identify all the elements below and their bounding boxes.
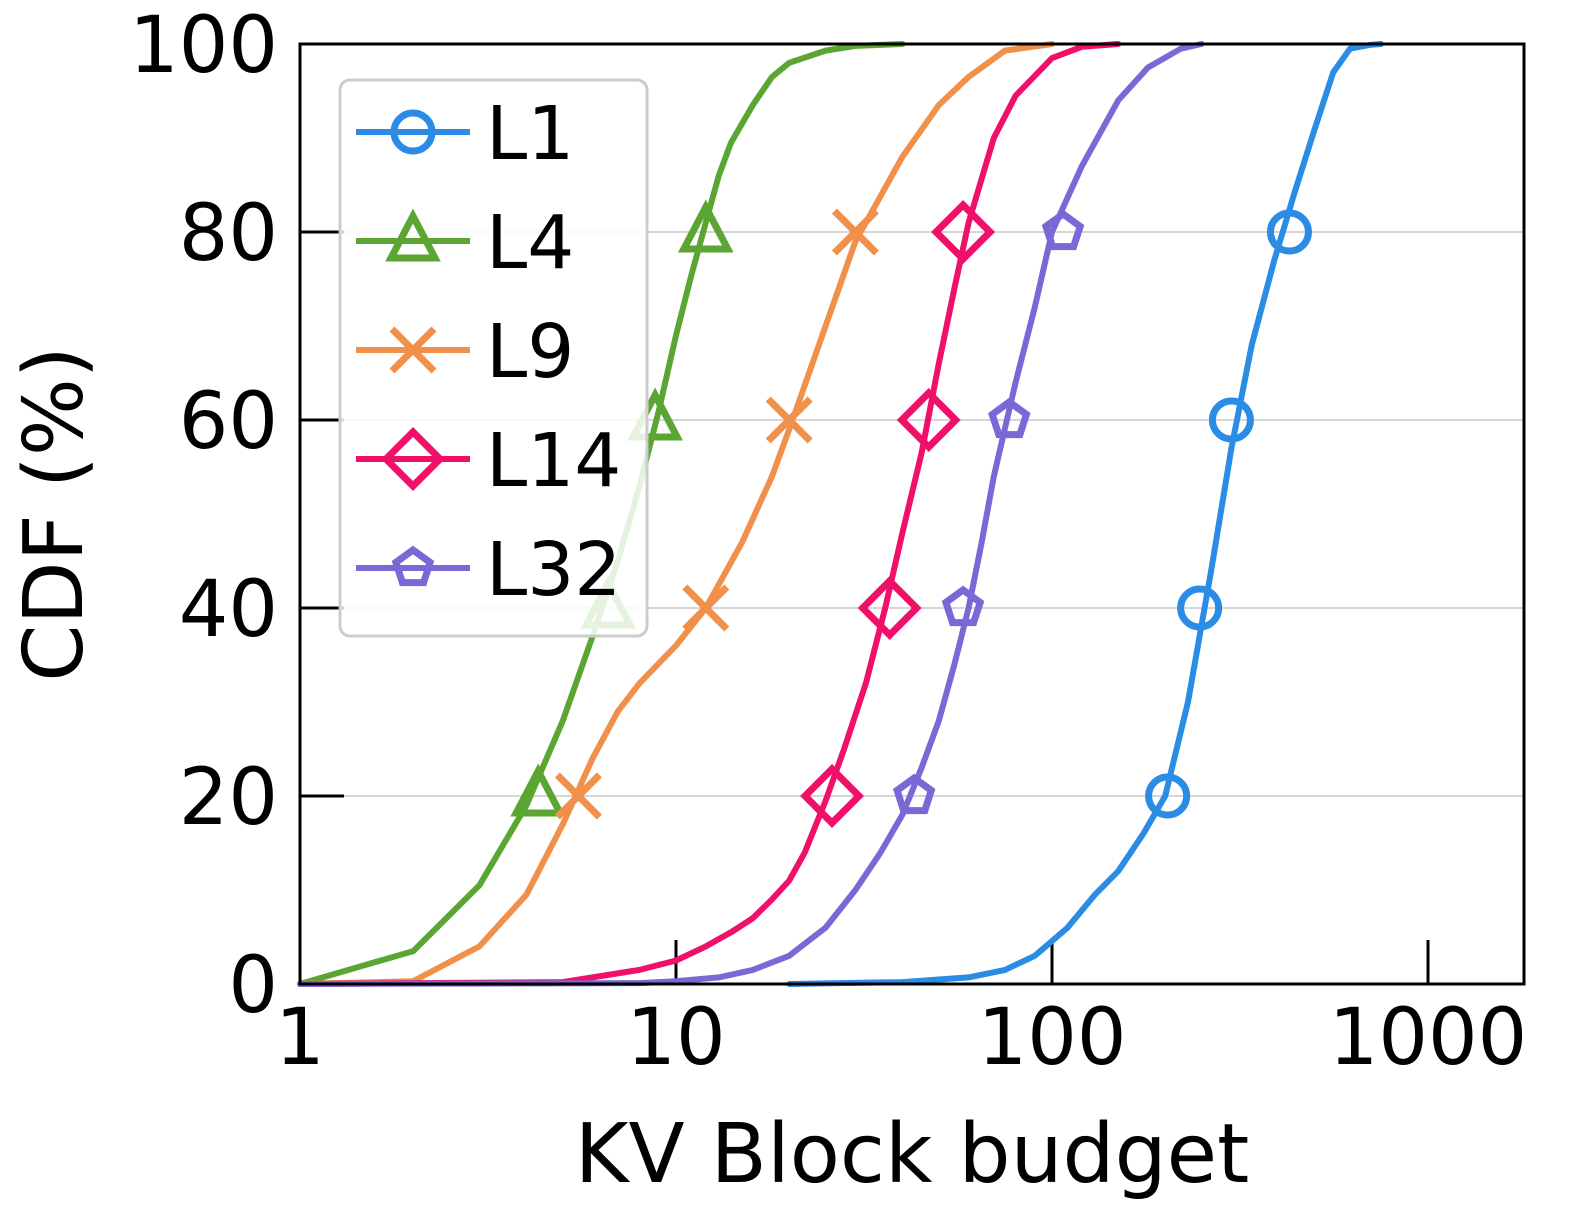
x-tick-label: 10 xyxy=(626,993,725,1083)
legend-label-l32: L32 xyxy=(486,527,621,613)
legend-item-l9: L9 xyxy=(356,309,574,395)
legend: L1 L4 L9 L14 L32 xyxy=(338,78,649,638)
y-tick-label: 20 xyxy=(179,753,278,843)
marker-l32 xyxy=(988,397,1031,439)
y-tick-label: 0 xyxy=(228,941,278,1031)
x-tick-label: 100 xyxy=(978,993,1127,1083)
y-tick-label: 60 xyxy=(179,377,278,467)
marker-l9 xyxy=(765,396,813,444)
legend-item-l1: L1 xyxy=(356,91,574,177)
marker-l1 xyxy=(1208,397,1254,443)
x-tick-label: 1 xyxy=(275,993,325,1083)
legend-marker-l14 xyxy=(381,427,445,491)
y-tick-labels: 0 20 40 60 80 100 xyxy=(129,1,278,1031)
x-tick-labels: 1 10 100 1000 xyxy=(275,993,1527,1083)
legend-label-l1: L1 xyxy=(486,91,574,177)
legend-item-l14: L14 xyxy=(356,418,621,504)
legend-items: L1 L4 L9 L14 L32 xyxy=(356,91,621,613)
series-line-l1 xyxy=(786,41,1384,987)
y-tick-label: 40 xyxy=(179,565,278,655)
legend-marker-l32 xyxy=(391,545,435,587)
marker-l4 xyxy=(677,199,734,253)
series-line-l4 xyxy=(297,41,906,987)
marker-l4 xyxy=(510,763,566,817)
marker-l14 xyxy=(800,764,864,828)
x-axis-label: KV Block budget xyxy=(575,1107,1250,1202)
marker-l1 xyxy=(1177,585,1223,631)
marker-l32 xyxy=(1041,209,1085,251)
marker-l1 xyxy=(1145,773,1191,819)
marker-l32 xyxy=(892,773,936,815)
marker-l1 xyxy=(1266,209,1312,255)
y-axis-label: CDF (%) xyxy=(7,346,102,682)
legend-marker-l9 xyxy=(389,326,437,374)
marker-l14 xyxy=(857,576,922,640)
series-l9 xyxy=(297,41,1055,987)
legend-label-l14: L14 xyxy=(486,418,621,504)
series-l32 xyxy=(297,41,1205,987)
series-line-l14 xyxy=(297,41,1122,987)
marker-l9 xyxy=(682,584,730,632)
legend-marker-l9-stroke xyxy=(389,326,437,374)
legend-marker-l1 xyxy=(390,109,436,155)
plot-frame xyxy=(298,42,1526,986)
legend-item-l4: L4 xyxy=(356,200,574,286)
legend-label-l9: L9 xyxy=(486,309,574,395)
series-l1 xyxy=(786,41,1384,987)
marker-l9-stroke xyxy=(554,772,602,820)
marker-l9 xyxy=(831,208,879,256)
series-l14 xyxy=(297,41,1122,987)
marker-l32 xyxy=(941,585,985,627)
legend-label-l4: L4 xyxy=(486,200,574,286)
marker-l9-stroke xyxy=(765,396,813,444)
marker-l14 xyxy=(931,200,996,264)
y-tick-label: 80 xyxy=(179,189,278,279)
series-line-l32 xyxy=(297,41,1205,987)
series-line-l9 xyxy=(297,41,1055,987)
x-tick-label: 1000 xyxy=(1329,993,1528,1083)
marker-l9-stroke xyxy=(682,584,730,632)
marker-l9-stroke xyxy=(831,208,879,256)
marker-l9 xyxy=(554,772,602,820)
y-tick-label: 100 xyxy=(129,1,278,91)
marker-l14 xyxy=(896,388,961,452)
legend-marker-l4 xyxy=(385,208,441,262)
legend-item-l32: L32 xyxy=(356,527,621,613)
data-series xyxy=(297,41,1384,987)
